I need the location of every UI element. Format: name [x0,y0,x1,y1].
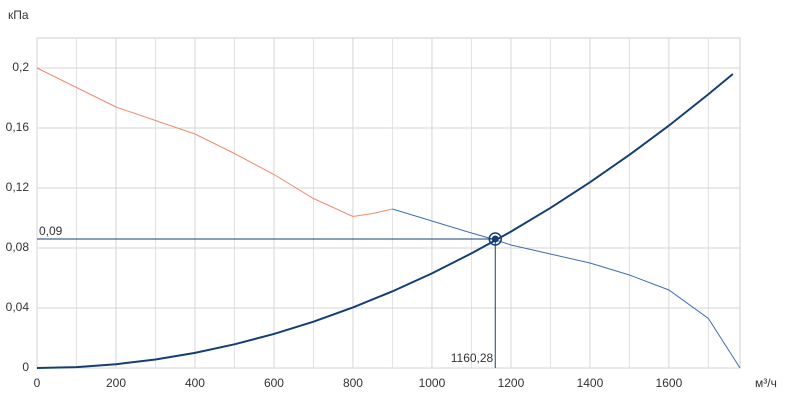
x-tick-label: 800 [343,376,363,390]
x-tick-label: 200 [106,376,126,390]
x-tick-label: 1000 [419,376,446,390]
x-axis-label: м³/ч [755,376,777,390]
x-tick-label: 1600 [656,376,683,390]
y-tick-label: 0,04 [6,300,30,314]
y-tick-label: 0,08 [6,240,30,254]
operating-point-ring [488,232,502,246]
curve [392,208,741,369]
x-tick-label: 600 [264,376,284,390]
y-tick-label: 0,16 [6,120,30,134]
x-tick-label: 1200 [498,376,525,390]
y-axis-label: кПа [8,8,29,22]
x-tick-label: 0 [34,376,41,390]
curve [36,67,393,218]
plot-area [36,37,741,369]
y-tick-label: 0,12 [6,180,30,194]
x-tick-label: 400 [185,376,205,390]
y-tick-label: 0,2 [12,60,29,74]
curve [36,73,734,369]
x-tick-label: 1400 [577,376,604,390]
operating-x-label: 1160,28 [451,351,494,365]
operating-y-label: 0,09 [39,224,63,238]
operating-point [491,235,499,243]
y-tick-label: 0 [22,360,29,374]
